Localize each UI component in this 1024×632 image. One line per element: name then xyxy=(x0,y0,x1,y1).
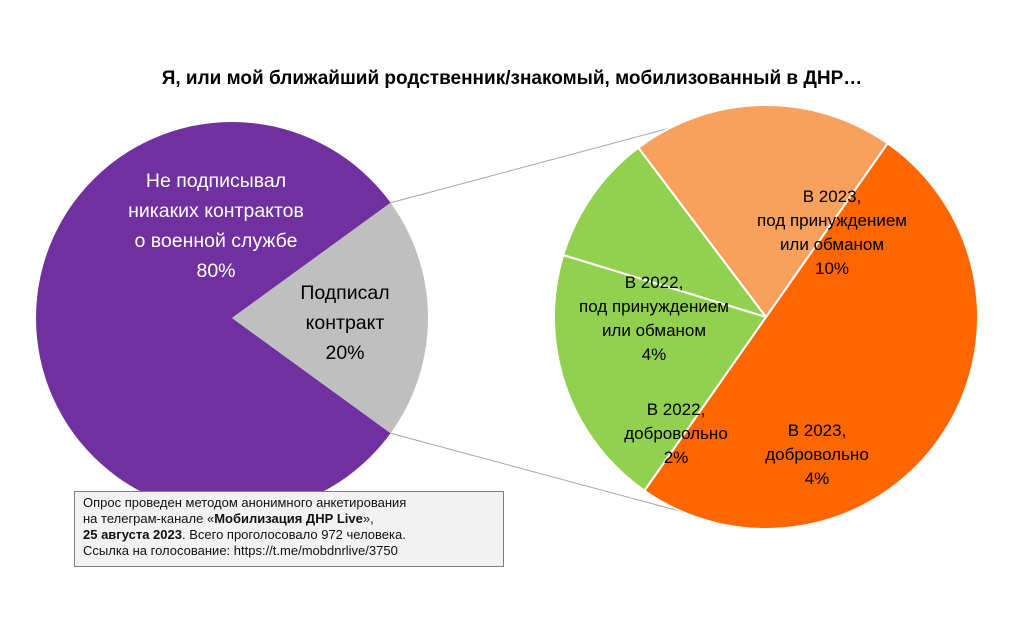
slice-labels: Не подписывал никаких контрактов о военной… xyxy=(128,170,907,488)
vote-link[interactable]: Ссылка на голосование: https://t.me/mobd… xyxy=(83,543,398,558)
slice-2023-coerced xyxy=(643,142,979,530)
slice-2022-voluntary xyxy=(562,146,767,318)
note-line-1: Опрос проведен методом анонимного анкети… xyxy=(83,495,407,510)
label-2023-coerced: В 2023, под принуждением или обманом 10% xyxy=(757,187,907,278)
survey-date: 25 августа 2023 xyxy=(83,527,182,542)
slice-signed-contract xyxy=(232,202,428,434)
note-line-2-a: на телеграм-канале « xyxy=(83,511,215,526)
label-not-signed: Не подписывал никаких контрактов о военной… xyxy=(128,170,304,282)
slice-2023-voluntary xyxy=(553,254,767,492)
note-line-2: на телеграм-канале «Мобилизация ДНР Live… xyxy=(83,511,495,527)
main-pie xyxy=(35,121,428,515)
label-2022-coerced: В 2022, под принуждением или обманом 4% xyxy=(579,273,729,364)
breakdown-pie xyxy=(553,104,979,530)
slice-2022-coerced xyxy=(637,104,889,318)
label-2022-voluntary: В 2022, добровольно 2% xyxy=(624,400,728,467)
note-line-2-c: », xyxy=(362,511,374,526)
survey-note: Опрос проведен методом анонимного анкети… xyxy=(74,491,504,567)
slice-not-signed xyxy=(35,121,391,515)
label-signed-contract: Подписал контракт 20% xyxy=(300,282,389,364)
note-line-3-b: . Всего проголосовало 972 человека. xyxy=(181,527,406,542)
channel-name: Мобилизация ДНР Live xyxy=(214,511,363,526)
chart-title: Я, или мой ближайший родственник/знакомы… xyxy=(161,68,863,89)
note-line-3: 25 августа 2023. Всего проголосовало 972… xyxy=(83,527,495,543)
label-2023-voluntary: В 2023, добровольно 4% xyxy=(765,421,869,488)
